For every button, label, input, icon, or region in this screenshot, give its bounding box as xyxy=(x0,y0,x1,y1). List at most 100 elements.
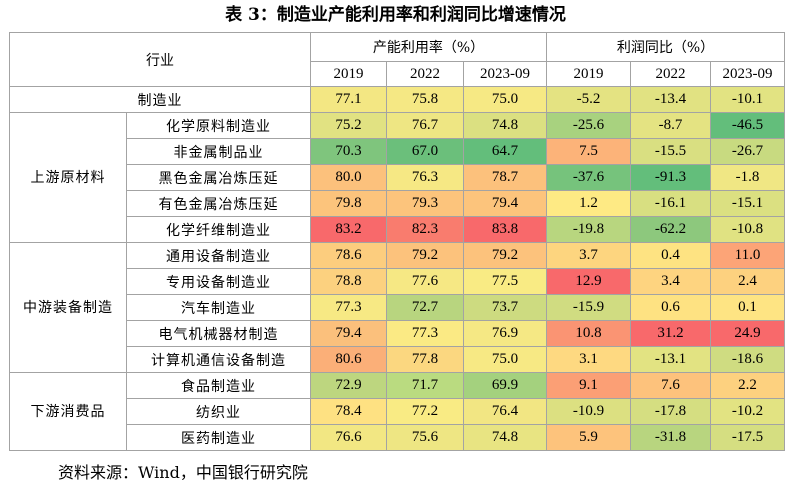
capacity-value: 79.4 xyxy=(310,320,387,347)
profit-value: 7.6 xyxy=(630,372,711,399)
table-row: 电气机械器材制造 79.4 77.3 76.9 10.8 31.2 24.9 xyxy=(10,320,785,347)
profit-value: -10.1 xyxy=(710,86,785,113)
capacity-value: 78.7 xyxy=(463,164,547,191)
table-row: 有色金属冶炼压延 79.8 79.3 79.4 1.2 -16.1 -15.1 xyxy=(10,190,785,217)
industry-name: 汽车制造业 xyxy=(126,294,311,321)
profit-value: 9.1 xyxy=(546,372,631,399)
profit-value: -17.5 xyxy=(710,424,785,451)
profit-value: -10.9 xyxy=(546,398,631,425)
capacity-value: 79.2 xyxy=(386,242,464,269)
table-row: 制造业 77.1 75.8 75.0 -5.2 -13.4 -10.1 xyxy=(9,86,785,113)
capacity-value: 79.4 xyxy=(463,190,547,217)
table-row: 计算机通信设备制造 80.6 77.8 75.0 3.1 -13.1 -18.6 xyxy=(10,346,785,373)
profit-growth-header: 利润同比（%） xyxy=(546,32,785,62)
profit-value: -10.8 xyxy=(710,216,785,243)
source-note: 资料来源：Wind，中国银行研究院 xyxy=(58,463,308,482)
profit-value: -10.2 xyxy=(710,398,785,425)
industry-name: 制造业 xyxy=(9,86,311,113)
capacity-value: 76.7 xyxy=(386,112,464,139)
profit-value: -91.3 xyxy=(630,164,711,191)
table-row: 中游装备制造 通用设备制造业 78.6 79.2 79.2 3.7 0.4 11.0 xyxy=(9,242,785,373)
capacity-value: 80.6 xyxy=(310,346,387,373)
profit-value: 2.2 xyxy=(710,372,785,399)
profit-value: -1.8 xyxy=(710,164,785,191)
industry-name: 黑色金属冶炼压延 xyxy=(126,164,311,191)
industry-name: 化学纤维制造业 xyxy=(126,216,311,243)
profit-value: -37.6 xyxy=(546,164,631,191)
category-label: 上游原材料 xyxy=(9,112,127,243)
capacity-value: 75.0 xyxy=(463,86,547,113)
category-label: 下游消费品 xyxy=(9,372,127,451)
profit-value: -15.1 xyxy=(710,190,785,217)
profit-value: 1.2 xyxy=(546,190,631,217)
table-row: 纺织业 78.4 77.2 76.4 -10.9 -17.8 -10.2 xyxy=(10,398,785,425)
profit-value: -5.2 xyxy=(546,86,631,113)
capacity-value: 78.6 xyxy=(310,242,387,269)
table-row: 汽车制造业 77.3 72.7 73.7 -15.9 0.6 0.1 xyxy=(10,294,785,321)
capacity-value: 77.1 xyxy=(310,86,387,113)
capacity-value: 76.3 xyxy=(386,164,464,191)
capacity-value: 69.9 xyxy=(463,372,547,399)
profit-value: 0.4 xyxy=(630,242,711,269)
profit-value: 3.1 xyxy=(546,346,631,373)
capacity-value: 75.0 xyxy=(463,346,547,373)
capacity-value: 77.2 xyxy=(386,398,464,425)
profit-value: -8.7 xyxy=(630,112,711,139)
industry-name: 医药制造业 xyxy=(126,424,311,451)
profit-value: 3.7 xyxy=(546,242,631,269)
profit-value: 3.4 xyxy=(630,268,711,295)
capacity-utilization-header: 产能利用率（%） xyxy=(310,32,547,62)
profit-value: 7.5 xyxy=(546,138,631,165)
profit-value: 10.8 xyxy=(546,320,631,347)
industry-name: 纺织业 xyxy=(126,398,311,425)
capacity-value: 70.3 xyxy=(310,138,387,165)
capacity-value: 79.3 xyxy=(386,190,464,217)
profit-value: -25.6 xyxy=(546,112,631,139)
profit-value: -31.8 xyxy=(630,424,711,451)
capacity-value: 76.4 xyxy=(463,398,547,425)
table-row: 非金属制品业 70.3 67.0 64.7 7.5 -15.5 -26.7 xyxy=(10,138,785,165)
industry-name: 专用设备制造业 xyxy=(126,268,311,295)
capacity-value: 75.2 xyxy=(310,112,387,139)
profit-value: 31.2 xyxy=(630,320,711,347)
profit-value: 5.9 xyxy=(546,424,631,451)
capacity-value: 77.6 xyxy=(386,268,464,295)
table-row: 医药制造业 76.6 75.6 74.8 5.9 -31.8 -17.5 xyxy=(10,424,785,451)
table-row: 上游原材料 化学原料制造业 75.2 76.7 74.8 -25.6 -8.7 -46.5 xyxy=(9,112,785,243)
year-header: 2022 xyxy=(630,61,711,87)
industry-name: 电气机械器材制造 xyxy=(126,320,311,347)
profit-value: 12.9 xyxy=(546,268,631,295)
profit-value: 11.0 xyxy=(710,242,785,269)
table-row: 下游消费品 食品制造业 72.9 71.7 69.9 9.1 7.6 2.2 xyxy=(9,372,785,451)
industry-name: 非金属制品业 xyxy=(126,138,311,165)
industry-name: 通用设备制造业 xyxy=(126,242,311,269)
capacity-value: 72.9 xyxy=(310,372,387,399)
year-header: 2022 xyxy=(386,61,464,87)
capacity-value: 78.8 xyxy=(310,268,387,295)
capacity-value: 80.0 xyxy=(310,164,387,191)
capacity-value: 77.8 xyxy=(386,346,464,373)
category-label: 中游装备制造 xyxy=(9,242,127,373)
capacity-value: 77.3 xyxy=(310,294,387,321)
capacity-value: 74.8 xyxy=(463,112,547,139)
profit-value: -26.7 xyxy=(710,138,785,165)
capacity-value: 75.6 xyxy=(386,424,464,451)
profit-value: 2.4 xyxy=(710,268,785,295)
capacity-value: 71.7 xyxy=(386,372,464,399)
capacity-value: 79.2 xyxy=(463,242,547,269)
table-row: 专用设备制造业 78.8 77.6 77.5 12.9 3.4 2.4 xyxy=(10,268,785,295)
profit-value: -62.2 xyxy=(630,216,711,243)
capacity-profit-table: 行业 产能利用率（%） 利润同比（%） 2019 2022 2023-09 20… xyxy=(9,32,785,451)
capacity-value: 76.9 xyxy=(463,320,547,347)
profit-value: -13.4 xyxy=(630,86,711,113)
capacity-value: 82.3 xyxy=(386,216,464,243)
industry-header: 行业 xyxy=(9,32,311,87)
year-header: 2019 xyxy=(546,61,631,87)
profit-value: -18.6 xyxy=(710,346,785,373)
profit-value: -15.5 xyxy=(630,138,711,165)
profit-value: -46.5 xyxy=(710,112,785,139)
capacity-value: 83.2 xyxy=(310,216,387,243)
capacity-value: 83.8 xyxy=(463,216,547,243)
industry-name: 有色金属冶炼压延 xyxy=(126,190,311,217)
capacity-value: 76.6 xyxy=(310,424,387,451)
